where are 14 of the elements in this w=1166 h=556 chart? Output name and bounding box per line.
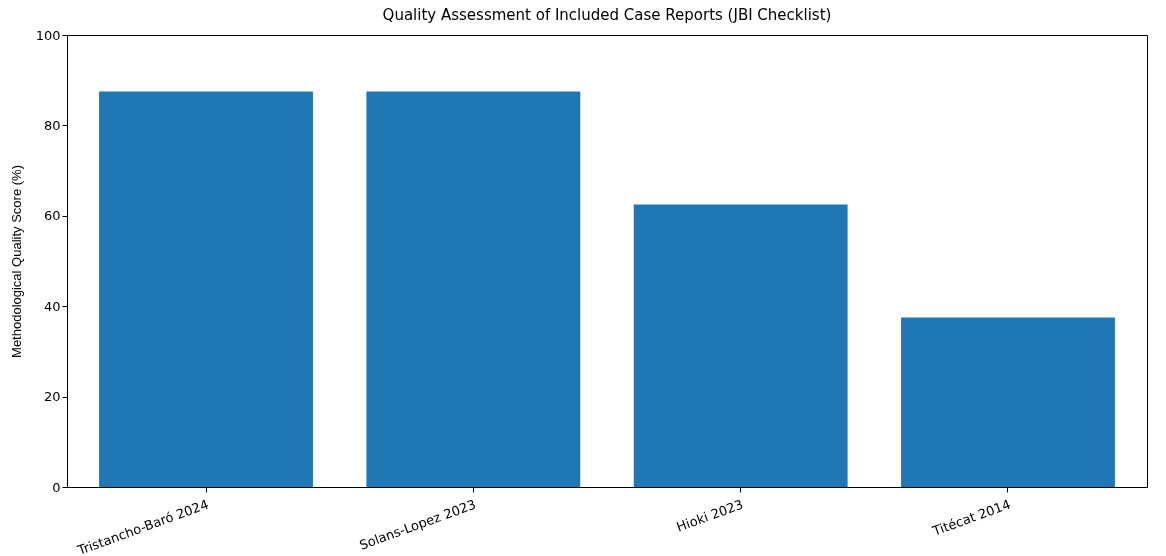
y-tick-label: 80 — [43, 117, 61, 133]
y-axis-title: Methodological Quality Score (%) — [8, 165, 24, 358]
y-tick-label: 60 — [43, 208, 61, 224]
bar — [633, 204, 848, 487]
y-tick-label: 0 — [52, 479, 61, 495]
chart-title: Quality Assessment of Included Case Reports (JBI Checklist) — [382, 6, 832, 24]
x-tick-label: Hioki 2023 — [674, 496, 746, 535]
bar — [99, 91, 313, 487]
y-tick-label: 20 — [43, 389, 61, 405]
y-tick-label: 40 — [43, 298, 61, 314]
x-tick-label: Titécat 2014 — [929, 496, 1013, 539]
bar — [901, 317, 1115, 487]
bar — [366, 91, 581, 487]
y-tick-label: 100 — [35, 27, 61, 43]
